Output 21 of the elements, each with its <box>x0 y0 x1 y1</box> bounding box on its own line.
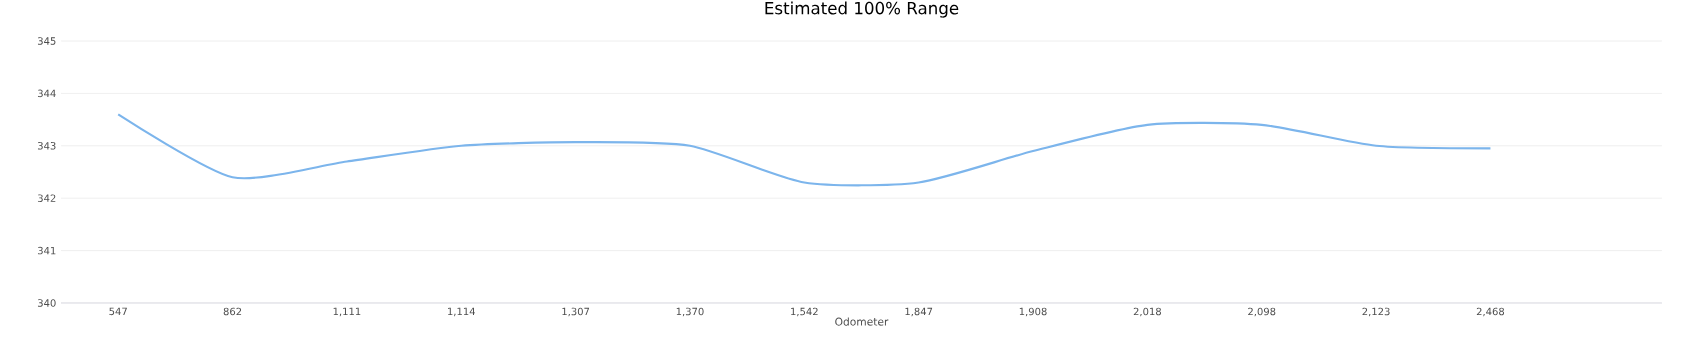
chart-title: Estimated 100% Range <box>765 1 959 18</box>
x-tick-label: 1,847 <box>905 307 933 317</box>
x-tick-label: 1,370 <box>676 307 704 317</box>
x-tick-label: 862 <box>223 307 242 316</box>
x-tick-label: 2,018 <box>1133 307 1161 317</box>
y-tick-label: 344 <box>37 89 56 98</box>
x-axis-title: Odometer <box>835 317 889 326</box>
x-tick-label: 1,307 <box>562 307 590 317</box>
x-tick-label: 547 <box>109 307 127 316</box>
x-tick-label: 1,542 <box>791 307 818 317</box>
x-tick-label: 2,468 <box>1476 307 1505 317</box>
x-tick-label: 1,111 <box>333 307 361 317</box>
y-tick-label: 340 <box>37 299 56 307</box>
x-tick-label: 2,098 <box>1248 307 1276 317</box>
x-tick-label: 1,114 <box>448 307 475 317</box>
y-tick-label: 343 <box>37 142 56 150</box>
x-tick-label: 1,908 <box>1019 307 1047 317</box>
x-tick-label: 2,123 <box>1362 307 1390 317</box>
y-tick-label: 345 <box>37 37 56 45</box>
y-tick-label: 342 <box>37 194 56 202</box>
y-tick-label: 341 <box>37 246 56 255</box>
